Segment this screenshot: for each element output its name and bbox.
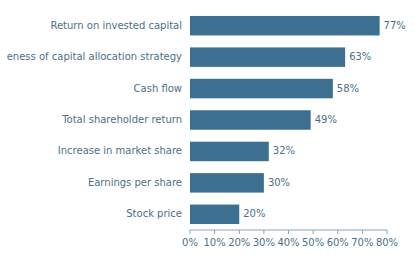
category-label: Increase in market share bbox=[58, 145, 182, 156]
bar bbox=[190, 205, 239, 224]
bars bbox=[190, 16, 380, 224]
x-tick bbox=[387, 230, 388, 234]
x-tick bbox=[214, 230, 215, 234]
bar bbox=[190, 16, 380, 35]
x-tick-label: 20% bbox=[228, 237, 250, 248]
x-tick bbox=[263, 230, 264, 234]
x-tick-label: 80% bbox=[376, 237, 398, 248]
x-tick-label: 70% bbox=[351, 237, 373, 248]
category-label: Return on invested capital bbox=[50, 20, 182, 31]
x-tick bbox=[190, 230, 191, 234]
category-label: Cash flow bbox=[134, 83, 182, 94]
data-label: 30% bbox=[268, 177, 290, 188]
x-tick-label: 50% bbox=[302, 237, 324, 248]
x-tick-label: 0% bbox=[182, 237, 198, 248]
data-label: 77% bbox=[384, 20, 406, 31]
category-label: Stock price bbox=[126, 208, 182, 219]
data-label: 32% bbox=[273, 145, 295, 156]
bar bbox=[190, 142, 269, 161]
x-tick-label: 30% bbox=[253, 237, 275, 248]
x-tick bbox=[239, 230, 240, 234]
data-label: 58% bbox=[337, 83, 359, 94]
bar bbox=[190, 47, 345, 66]
data-label: 20% bbox=[243, 208, 265, 219]
bar bbox=[190, 110, 311, 129]
x-tick bbox=[313, 230, 314, 234]
data-label: 49% bbox=[315, 114, 337, 125]
x-tick bbox=[337, 230, 338, 234]
chart: Stock price Earnings per share Increase in… bbox=[0, 0, 415, 260]
data-label: 63% bbox=[349, 51, 371, 62]
bar bbox=[190, 79, 333, 98]
x-tick-label: 40% bbox=[277, 237, 299, 248]
x-tick-label: 10% bbox=[204, 237, 226, 248]
x-tick bbox=[362, 230, 363, 234]
category-label: eness of capital allocation strategy bbox=[7, 51, 182, 62]
category-label: Total shareholder return bbox=[61, 114, 182, 125]
bar bbox=[190, 173, 264, 192]
x-tick bbox=[288, 230, 289, 234]
chart-container: Stock price Earnings per share Increase in… bbox=[0, 0, 415, 260]
category-label: Earnings per share bbox=[88, 177, 182, 188]
x-tick-label: 60% bbox=[327, 237, 349, 248]
